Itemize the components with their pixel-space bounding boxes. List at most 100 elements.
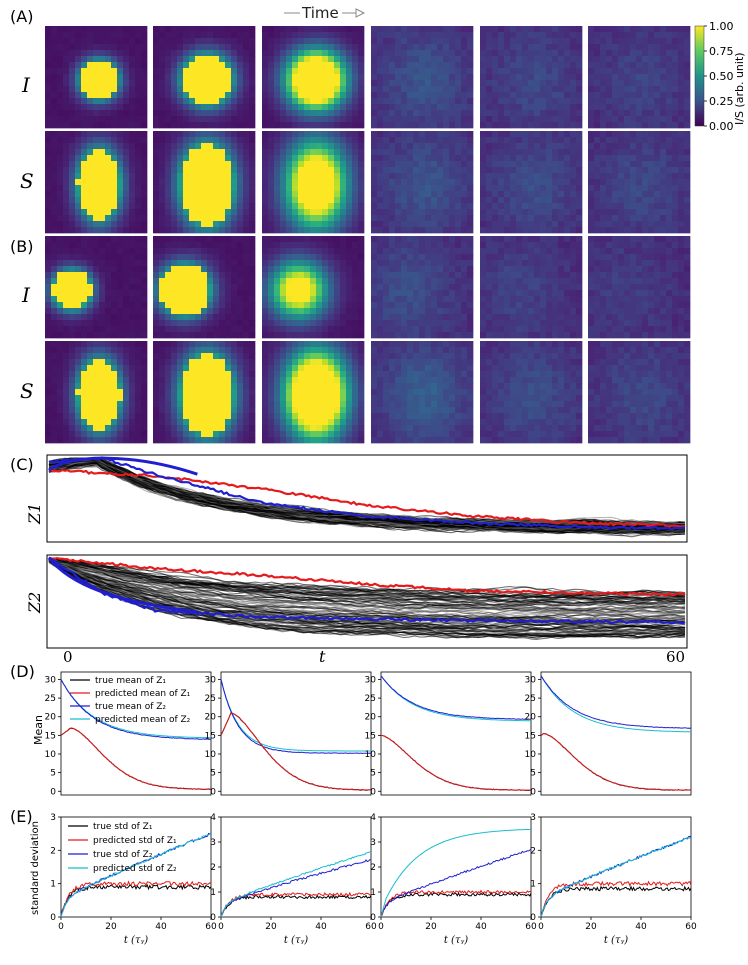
mean-ytick-label: 25 xyxy=(205,694,216,704)
std-xtick-label: 40 xyxy=(635,922,647,932)
mean-ytick-label: 20 xyxy=(45,713,57,723)
std-ytick-label: 2 xyxy=(50,846,56,856)
predicted-std-z1-line xyxy=(60,880,212,916)
colorbar-tick-label: 0.00 xyxy=(709,120,734,133)
heatmap-frame xyxy=(480,236,583,339)
predicted-mean-z2-line xyxy=(60,679,212,739)
heatmap-frame xyxy=(588,131,691,234)
colorbar-tick-label: 0.25 xyxy=(709,95,734,108)
std-xtick-label: 20 xyxy=(425,922,437,932)
std-xtick-label: 60 xyxy=(525,922,537,932)
mean-ytick-label: 20 xyxy=(525,713,537,723)
std-axes xyxy=(220,816,372,918)
heatmap-frame xyxy=(153,341,256,444)
mean-ytick-label: 5 xyxy=(50,769,56,779)
heatmap-frame xyxy=(153,131,256,234)
predicted-std-z2-line xyxy=(220,851,372,918)
sample-trajectory xyxy=(48,558,686,597)
std-ytick-label: 2 xyxy=(530,846,536,856)
row-label-b-i: I xyxy=(21,283,31,307)
std-ytick-label: 1 xyxy=(370,888,376,898)
std-ytick-label: 0 xyxy=(210,913,216,923)
std-subplot-4: 0 1 2 3 0 20 40 60 t (τᵧ) xyxy=(530,813,697,946)
time-arrow: Time xyxy=(284,4,366,22)
mean-ytick-label: 10 xyxy=(525,750,537,760)
mean-ytick-label: 15 xyxy=(525,731,536,741)
mean-ytick-label: 5 xyxy=(210,769,216,779)
mean-subplot-2: 0 5 10 15 20 25 30 xyxy=(205,671,372,797)
row-label-b-s: S xyxy=(20,379,34,403)
heatmap-frame xyxy=(45,341,148,444)
heatmap-frame xyxy=(153,26,256,129)
std-ytick-label: 3 xyxy=(370,838,376,848)
true-std-z2-line xyxy=(380,848,532,917)
mean-ytick-label: 0 xyxy=(50,787,56,797)
mean-ytick-label: 30 xyxy=(525,675,537,685)
mean-ytick-label: 25 xyxy=(525,694,536,704)
mean-ytick-label: 10 xyxy=(365,750,377,760)
predicted-std-z2-line xyxy=(540,836,692,917)
heatmap-frame xyxy=(480,131,583,234)
time-arrow-label: Time xyxy=(301,4,339,22)
predicted-std-z2-line xyxy=(60,833,212,918)
predicted-mean-z1-line xyxy=(220,712,371,791)
true-mean-z2-line xyxy=(220,679,372,755)
legend-label: predicted mean of Z₁ xyxy=(95,689,191,699)
std-ylabel: standard deviation xyxy=(30,821,41,915)
heatmap-frame xyxy=(588,341,691,444)
colorbar-tick-label: 0.75 xyxy=(709,45,734,58)
predicted-std-z2-line xyxy=(380,828,531,918)
heatmap-frame xyxy=(45,131,148,234)
mean-ylabel: Mean xyxy=(32,715,45,745)
true-envelope xyxy=(48,456,198,476)
mean-ytick-label: 10 xyxy=(45,750,57,760)
std-ytick-label: 4 xyxy=(370,813,376,823)
std-xlabel: t (τᵧ) xyxy=(124,935,148,946)
mean-ytick-label: 15 xyxy=(365,731,376,741)
legend-label: predicted mean of Z₂ xyxy=(95,715,191,725)
heatmap-frame xyxy=(371,236,474,339)
predicted-mean-z2-line xyxy=(540,675,691,733)
trajectory-ylabel-z1: Z1 xyxy=(25,503,44,525)
legend-label: true std of Z₁ xyxy=(93,822,153,832)
trajectory-subplot-1 xyxy=(48,456,686,538)
std-panel: standard deviation 0 1 2 3 0 20 40 60 t (τᵧ) 0 1 2 3 4… xyxy=(30,813,697,946)
mean-ytick-label: 15 xyxy=(45,731,56,741)
mean-ytick-label: 5 xyxy=(370,769,376,779)
legend-label: true mean of Z₁ xyxy=(95,676,166,686)
sample-trajectory xyxy=(48,560,686,621)
std-ytick-label: 0 xyxy=(370,913,376,923)
sample-trajectory xyxy=(48,557,686,607)
std-ytick-label: 1 xyxy=(50,880,56,890)
predicted-mean-z1-line xyxy=(60,727,211,790)
trajectory-subplot-2 xyxy=(47,556,686,640)
std-ytick-label: 1 xyxy=(210,888,216,898)
true-mean-trace xyxy=(48,556,686,625)
heatmap-frame xyxy=(262,131,365,234)
panel-label-d: (D) xyxy=(10,662,35,681)
true-std-z1-line xyxy=(220,894,372,917)
std-xtick-label: 60 xyxy=(205,922,217,932)
heatmap-frame xyxy=(153,236,256,339)
sample-trajectory xyxy=(48,560,686,615)
std-ytick-label: 3 xyxy=(530,813,536,823)
heatmap-frame xyxy=(45,236,148,339)
std-xtick-label: 0 xyxy=(378,922,384,932)
panel-label-b: (B) xyxy=(10,237,33,256)
sample-trajectory xyxy=(48,557,686,601)
std-xtick-label: 40 xyxy=(155,922,167,932)
predicted-mean-trace xyxy=(48,556,686,597)
legend-label: true mean of Z₂ xyxy=(95,702,166,712)
std-xtick-label: 60 xyxy=(685,922,697,932)
std-xtick-label: 20 xyxy=(105,922,117,932)
true-mean-z2-line xyxy=(540,675,692,729)
colorbar-tick-label: 0.50 xyxy=(709,70,734,83)
heatmap-frame xyxy=(371,131,474,234)
trajectory-ylabel-z2: Z2 xyxy=(25,592,44,614)
true-mean-z2-line xyxy=(60,679,212,740)
std-legend: true std of Z₁ predicted std of Z₁ true st… xyxy=(68,822,177,874)
mean-ytick-label: 25 xyxy=(365,694,376,704)
